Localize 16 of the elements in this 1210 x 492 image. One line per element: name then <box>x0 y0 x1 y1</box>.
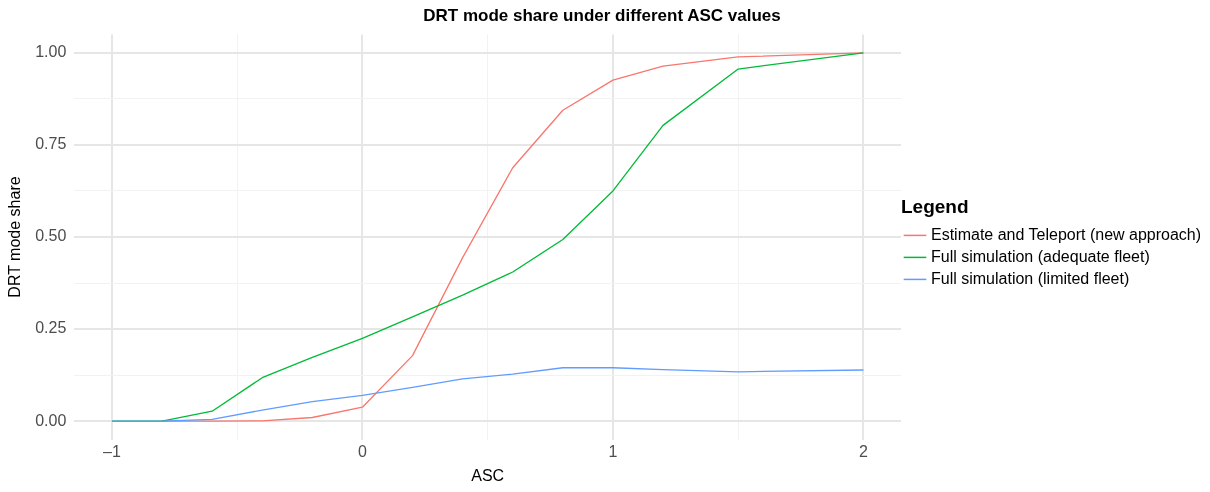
chart-title: DRT mode share under different ASC values <box>423 5 781 25</box>
x-tick-label: 0 <box>357 442 367 460</box>
x-tick-label: 2 <box>858 442 868 460</box>
y-tick-label: 0.25 <box>35 319 67 337</box>
x-tick-label: –1 <box>103 442 121 460</box>
y-tick-label: 0.75 <box>35 135 67 153</box>
legend-label: Full simulation (limited fleet) <box>931 269 1130 287</box>
x-tick-label: 1 <box>608 442 618 460</box>
legend-label: Full simulation (adequate fleet) <box>931 247 1150 265</box>
y-tick-label: 0.50 <box>35 227 67 245</box>
legend-label: Estimate and Teleport (new approach) <box>931 225 1202 243</box>
y-axis-title: DRT mode share <box>6 176 24 298</box>
legend-title: Legend <box>901 196 969 218</box>
y-tick-label: 1.00 <box>35 43 67 61</box>
x-axis-title: ASC <box>471 466 505 484</box>
y-tick-label: 0.00 <box>35 411 67 429</box>
